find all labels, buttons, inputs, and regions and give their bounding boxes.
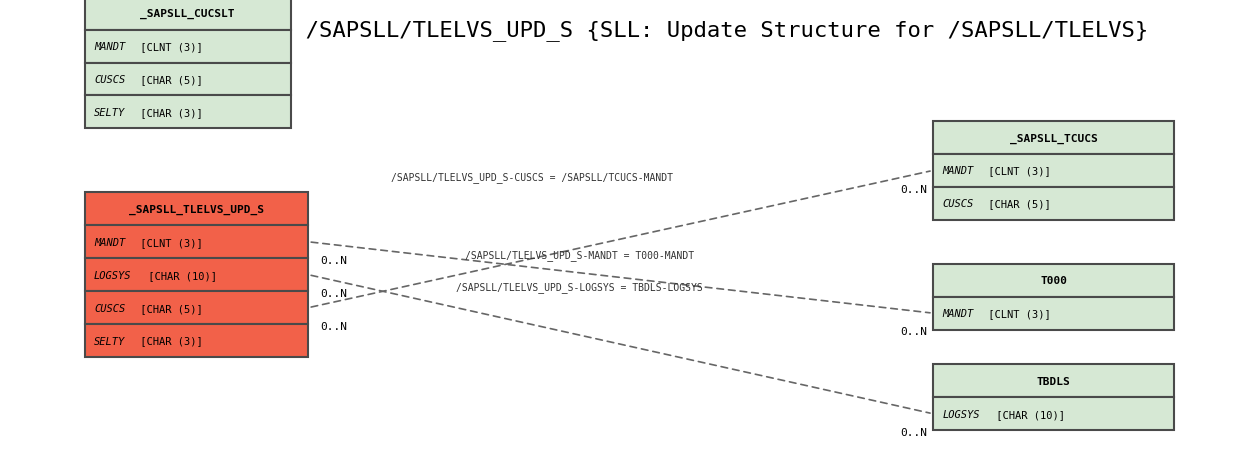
Text: [CHAR (10)]: [CHAR (10)] bbox=[990, 409, 1065, 419]
Text: 0..N: 0..N bbox=[321, 321, 347, 331]
Text: [CHAR (5)]: [CHAR (5)] bbox=[982, 199, 1051, 209]
FancyBboxPatch shape bbox=[85, 96, 291, 129]
Text: /SAPSLL/TLELVS_UPD_S-CUSCS = /SAPSLL/TCUCS-MANDT: /SAPSLL/TLELVS_UPD_S-CUSCS = /SAPSLL/TCU… bbox=[391, 172, 673, 183]
Text: LOGSYS: LOGSYS bbox=[942, 409, 980, 419]
Text: SELTY: SELTY bbox=[94, 108, 125, 118]
Text: /SAPSLL/TLELVS_UPD_S-LOGSYS = TBDLS-LOGSYS: /SAPSLL/TLELVS_UPD_S-LOGSYS = TBDLS-LOGS… bbox=[456, 281, 703, 292]
FancyBboxPatch shape bbox=[85, 259, 308, 291]
Text: [CHAR (3)]: [CHAR (3)] bbox=[134, 108, 203, 118]
Text: _SAPSLL_CUCSLT: _SAPSLL_CUCSLT bbox=[140, 9, 234, 19]
FancyBboxPatch shape bbox=[932, 297, 1174, 330]
Text: [CHAR (10)]: [CHAR (10)] bbox=[142, 270, 217, 280]
Text: 0..N: 0..N bbox=[900, 427, 927, 437]
Text: LOGSYS: LOGSYS bbox=[94, 270, 132, 280]
FancyBboxPatch shape bbox=[932, 155, 1174, 188]
Text: 0..N: 0..N bbox=[321, 256, 347, 265]
FancyBboxPatch shape bbox=[932, 264, 1174, 297]
Text: 0..N: 0..N bbox=[321, 288, 347, 298]
Text: [CLNT (3)]: [CLNT (3)] bbox=[134, 237, 203, 247]
Text: TBDLS: TBDLS bbox=[1036, 376, 1070, 386]
Text: [CLNT (3)]: [CLNT (3)] bbox=[982, 166, 1051, 176]
Text: [CHAR (3)]: [CHAR (3)] bbox=[134, 336, 203, 346]
Text: SELTY: SELTY bbox=[94, 336, 125, 346]
Text: /SAPSLL/TLELVS_UPD_S-MANDT = T000-MANDT: /SAPSLL/TLELVS_UPD_S-MANDT = T000-MANDT bbox=[465, 249, 694, 260]
FancyBboxPatch shape bbox=[932, 188, 1174, 220]
Text: [CLNT (3)]: [CLNT (3)] bbox=[134, 42, 203, 52]
FancyBboxPatch shape bbox=[85, 63, 291, 96]
Text: MANDT: MANDT bbox=[94, 42, 125, 52]
FancyBboxPatch shape bbox=[85, 31, 291, 63]
Text: CUSCS: CUSCS bbox=[94, 75, 125, 85]
Text: CUSCS: CUSCS bbox=[94, 303, 125, 313]
Text: MANDT: MANDT bbox=[942, 308, 974, 319]
Text: CUSCS: CUSCS bbox=[942, 199, 974, 209]
FancyBboxPatch shape bbox=[85, 325, 308, 357]
FancyBboxPatch shape bbox=[932, 364, 1174, 397]
Text: _SAPSLL_TCUCS: _SAPSLL_TCUCS bbox=[1010, 133, 1098, 143]
FancyBboxPatch shape bbox=[85, 291, 308, 325]
Text: [CHAR (5)]: [CHAR (5)] bbox=[134, 303, 203, 313]
FancyBboxPatch shape bbox=[85, 193, 308, 226]
Text: MANDT: MANDT bbox=[94, 237, 125, 247]
Text: _SAPSLL_TLELVS_UPD_S: _SAPSLL_TLELVS_UPD_S bbox=[129, 204, 264, 214]
Text: 0..N: 0..N bbox=[900, 185, 927, 194]
Text: SAP ABAP table /SAPSLL/TLELVS_UPD_S {SLL: Update Structure for /SAPSLL/TLELVS}: SAP ABAP table /SAPSLL/TLELVS_UPD_S {SLL… bbox=[105, 20, 1148, 40]
FancyBboxPatch shape bbox=[85, 226, 308, 259]
FancyBboxPatch shape bbox=[932, 122, 1174, 155]
FancyBboxPatch shape bbox=[932, 397, 1174, 430]
Text: MANDT: MANDT bbox=[942, 166, 974, 176]
Text: 0..N: 0..N bbox=[900, 327, 927, 337]
Text: [CHAR (5)]: [CHAR (5)] bbox=[134, 75, 203, 85]
FancyBboxPatch shape bbox=[85, 0, 291, 31]
Text: T000: T000 bbox=[1040, 275, 1068, 285]
Text: [CLNT (3)]: [CLNT (3)] bbox=[982, 308, 1051, 319]
